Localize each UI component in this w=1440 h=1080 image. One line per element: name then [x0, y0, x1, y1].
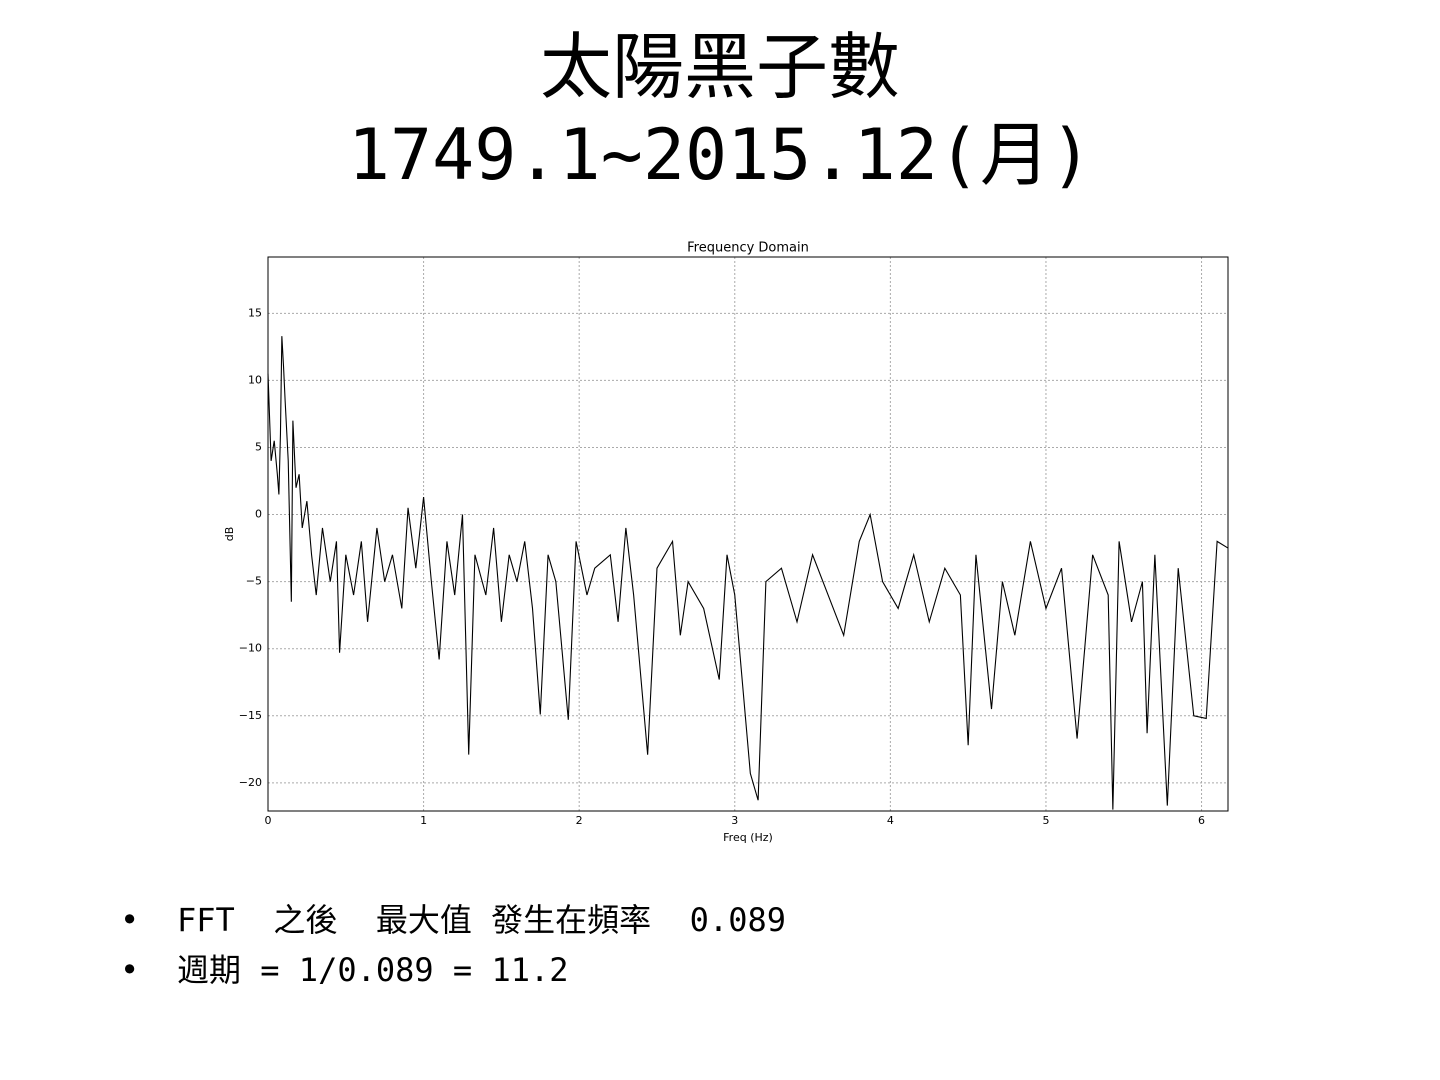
y-tick-label: −15 — [239, 709, 262, 722]
plot-frame — [267, 256, 1229, 812]
bullet-text: FFT 之後 最大值 發生在頻率 0.089 — [177, 901, 786, 939]
y-tick-label: −5 — [246, 575, 262, 588]
y-tick-label: 0 — [255, 508, 262, 521]
y-tick-label: −20 — [239, 776, 262, 789]
bullet-item: • 週期 = 1/0.089 = 11.2 — [120, 951, 569, 989]
x-tick-label: 2 — [576, 814, 583, 827]
y-tick-label: 5 — [255, 440, 262, 453]
x-axis-label: Freq (Hz) — [723, 831, 773, 844]
x-tick-label: 3 — [731, 814, 738, 827]
bullet-list: • FFT 之後 最大值 發生在頻率 0.089 • 週期 = 1/0.089 = … — [120, 895, 786, 995]
x-tick-label: 4 — [887, 814, 894, 827]
slide-subtitle: 1749.1~2015.12(月) — [347, 114, 1093, 196]
y-tick-label: −10 — [239, 642, 262, 655]
x-tick-label: 1 — [420, 814, 427, 827]
x-tick-label: 6 — [1198, 814, 1205, 827]
y-tick-label: 15 — [248, 306, 262, 319]
x-tick-label: 0 — [265, 814, 272, 827]
y-tick-label: 10 — [248, 373, 262, 386]
x-tick-label: 5 — [1042, 814, 1049, 827]
y-axis-label: dB — [223, 527, 236, 542]
bullet-item: • FFT 之後 最大值 發生在頻率 0.089 — [120, 901, 786, 939]
bullet-text: 週期 = 1/0.089 = 11.2 — [177, 951, 569, 989]
slide-title: 太陽黑子數 — [539, 25, 900, 109]
data-line — [267, 336, 1229, 810]
chart-title: Frequency Domain — [687, 241, 809, 256]
